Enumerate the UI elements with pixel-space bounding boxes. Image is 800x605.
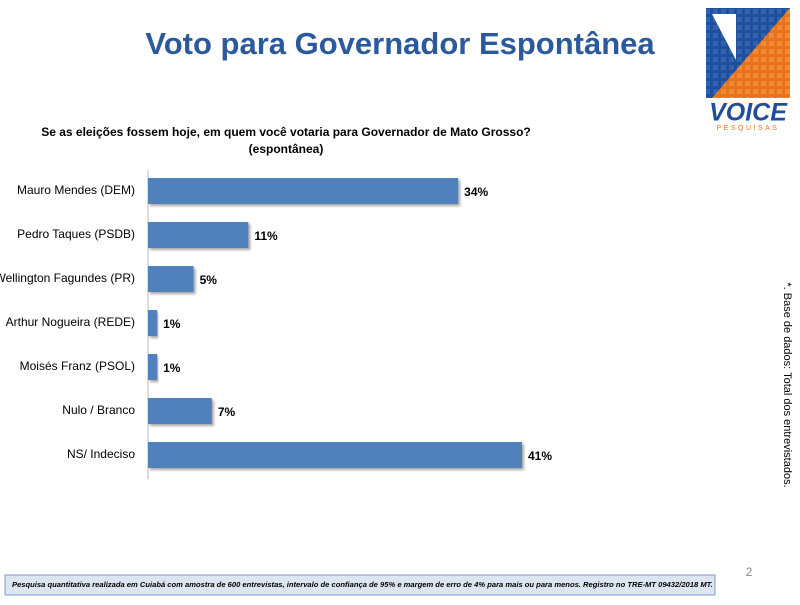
value-label: 1% [163, 361, 181, 375]
value-label: 34% [464, 185, 488, 199]
bar [148, 266, 194, 292]
footnote-box [4, 574, 716, 596]
category-label: Mauro Mendes (DEM) [17, 183, 135, 197]
category-label: Pedro Taques (PSDB) [17, 227, 135, 241]
value-label: 11% [254, 229, 278, 243]
value-label: 5% [200, 273, 218, 287]
chart-subtitle: Se as eleições fossem hoje, em quem você… [41, 125, 531, 139]
logo-check [712, 14, 736, 60]
category-label: Moisés Franz (PSOL) [20, 359, 135, 373]
bar [148, 222, 249, 248]
value-label: 41% [528, 449, 552, 463]
page-number: 2 [746, 565, 753, 579]
footnote: Pesquisa quantitativa realizada em Cuiab… [12, 580, 713, 589]
bar [148, 354, 158, 380]
value-label: 1% [163, 317, 181, 331]
logo: VOICE PESQUISAS [706, 8, 790, 132]
chart-subtitle: (espontânea) [249, 142, 324, 156]
category-label: NS/ Indeciso [67, 447, 135, 461]
bar [148, 310, 158, 336]
bar [148, 442, 522, 468]
logo-triangle [712, 8, 790, 98]
bar [148, 398, 212, 424]
logo-name: VOICE [709, 99, 788, 127]
logo-tagline: PESQUISAS [717, 125, 780, 132]
bar [148, 178, 459, 204]
category-label: Arthur Nogueira (REDE) [6, 315, 135, 329]
bars: Mauro Mendes (DEM) 34% Pedro Taques (PSDB)… [0, 178, 552, 468]
category-label: Wellington Fagundes (PR) [0, 271, 135, 285]
slide-title: Voto para Governador Espontânea [145, 26, 655, 61]
category-label: Nulo / Branco [62, 403, 135, 417]
value-label: 7% [218, 405, 236, 419]
side-note: *. Base de dados: Total dos entrevistado… [781, 282, 793, 487]
